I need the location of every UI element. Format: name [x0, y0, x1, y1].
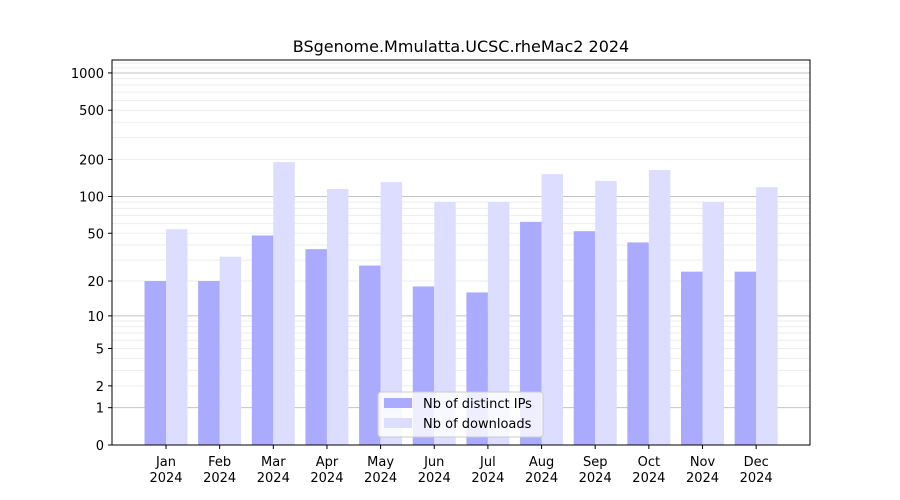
- bar-downloads: [273, 162, 295, 445]
- x-tick-label: Jul 2024: [471, 455, 504, 486]
- bar-distinct-ips: [305, 249, 327, 445]
- bar-downloads: [219, 256, 242, 445]
- y-tick-label: 10: [87, 310, 104, 325]
- x-tick-label: Feb 2024: [203, 455, 236, 486]
- y-tick-label: 50: [87, 227, 104, 242]
- bar-downloads: [541, 174, 564, 445]
- y-tick-label: 1: [96, 402, 104, 417]
- y-tick-label: 500: [79, 104, 104, 119]
- bar-distinct-ips: [627, 242, 649, 445]
- x-tick-label: Nov 2024: [686, 455, 719, 486]
- y-tick-label: 200: [79, 153, 104, 168]
- bar-downloads: [648, 170, 671, 446]
- x-tick-label: Apr 2024: [310, 455, 343, 486]
- bar-downloads: [756, 187, 778, 445]
- bar-downloads: [702, 202, 724, 445]
- y-tick-label: 1000: [71, 67, 104, 82]
- bar-downloads: [487, 202, 510, 445]
- bar-distinct-ips: [681, 271, 703, 445]
- x-tick-label: Oct 2024: [632, 455, 665, 486]
- legend: Nb of distinct IPs Nb of downloads: [377, 391, 544, 438]
- bar-distinct-ips: [144, 281, 166, 445]
- bar-downloads: [434, 202, 456, 445]
- bar-distinct-ips: [573, 231, 596, 445]
- legend-box: [377, 391, 544, 438]
- x-tick-label: Dec 2024: [740, 455, 773, 486]
- bar-distinct-ips: [251, 235, 274, 445]
- x-tick-label: Mar 2024: [257, 455, 290, 486]
- bar-distinct-ips: [359, 265, 381, 445]
- x-tick-label: May 2024: [364, 455, 397, 486]
- bar-distinct-ips: [734, 271, 757, 445]
- x-tick-label: Jun 2024: [418, 455, 451, 486]
- bar-downloads: [326, 189, 349, 445]
- y-tick-label: 100: [79, 190, 104, 205]
- legend-swatch: [384, 398, 412, 408]
- y-tick-label: 0: [96, 439, 104, 454]
- bar-downloads: [595, 180, 617, 445]
- plot-frame: [111, 59, 811, 446]
- x-tick-label: Jan 2024: [149, 455, 182, 486]
- bar-downloads: [166, 229, 188, 445]
- chart-title: BSgenome.Mmulatta.UCSC.rheMac2 2024: [293, 37, 629, 56]
- y-tick-label: 5: [96, 343, 104, 358]
- bar-distinct-ips: [198, 281, 220, 445]
- x-tick-label: Sep 2024: [579, 455, 612, 486]
- y-tick-label: 20: [87, 275, 104, 290]
- bar-distinct-ips: [520, 221, 542, 445]
- legend-label: Nb of distinct IPs: [423, 397, 532, 412]
- legend-label: Nb of downloads: [423, 417, 532, 432]
- x-tick-label: Aug 2024: [525, 455, 558, 486]
- y-tick-label: 2: [96, 380, 104, 395]
- legend-swatch: [384, 418, 412, 428]
- bar-downloads: [380, 182, 403, 445]
